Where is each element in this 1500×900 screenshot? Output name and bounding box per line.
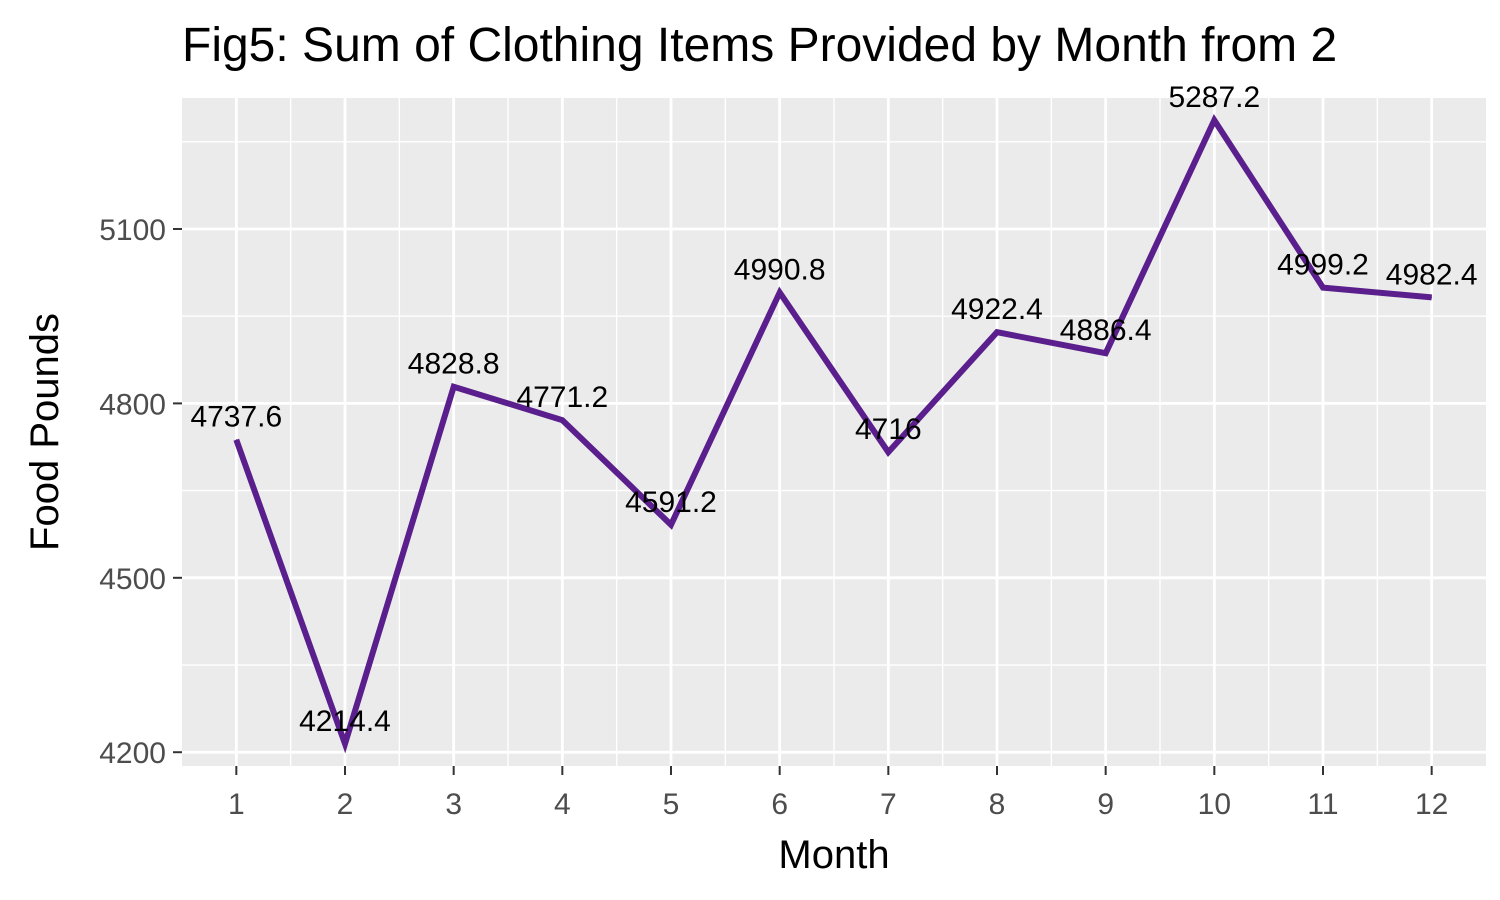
data-label: 5287.2 — [1168, 81, 1260, 114]
x-tick-label: 4 — [554, 788, 571, 821]
y-tick-label: 4200 — [99, 737, 166, 770]
data-label: 4828.8 — [408, 348, 500, 381]
y-tick-label: 4800 — [99, 388, 166, 421]
data-label: 4771.2 — [516, 381, 608, 414]
x-tick-label: 5 — [663, 788, 680, 821]
x-tick-label: 11 — [1307, 788, 1338, 821]
data-label: 4922.4 — [951, 293, 1043, 326]
y-tick-label: 5100 — [99, 214, 166, 247]
x-tick-label: 8 — [989, 788, 1006, 821]
data-label: 4214.4 — [299, 705, 391, 738]
data-label: 4591.2 — [625, 486, 717, 519]
data-point — [887, 451, 889, 453]
data-point — [453, 386, 455, 388]
data-label: 4886.4 — [1060, 314, 1152, 347]
data-label: 4990.8 — [734, 253, 826, 286]
data-point — [1213, 119, 1215, 121]
series-layer — [233, 114, 1433, 754]
data-point — [1105, 352, 1107, 354]
x-tick-label: 6 — [771, 788, 788, 821]
data-label: 4716 — [855, 413, 922, 446]
data-point — [1322, 287, 1324, 289]
x-tick-label: 9 — [1097, 788, 1114, 821]
data-labels: 4737.6 4214.4 4828.8 4771.2 4591.2 4990.8 4716… — [190, 81, 1477, 738]
data-point — [670, 524, 672, 526]
grid-lines — [182, 98, 1486, 766]
chart-title: Fig5: Sum of Clothing Items Provided by … — [182, 19, 1338, 72]
data-point — [996, 331, 998, 333]
x-tick-label: 2 — [337, 788, 354, 821]
data-point — [1431, 296, 1433, 298]
data-label: 4737.6 — [190, 401, 282, 434]
y-tick-label: 4500 — [99, 563, 166, 596]
series-line — [233, 114, 1432, 754]
data-point — [561, 419, 563, 421]
data-label: 4999.2 — [1277, 249, 1369, 282]
x-tick-label: 12 — [1415, 788, 1448, 821]
data-point — [235, 439, 237, 441]
x-tick-label: 7 — [880, 788, 897, 821]
x-tick-label: 10 — [1198, 788, 1231, 821]
data-label: 4982.4 — [1386, 258, 1478, 291]
y-axis-title: Food Pounds — [23, 313, 67, 551]
x-axis-title: Month — [778, 833, 889, 877]
x-tick-label: 1 — [228, 788, 245, 821]
x-tick-label: 3 — [445, 788, 462, 821]
data-point — [344, 743, 346, 745]
data-point — [779, 291, 781, 293]
